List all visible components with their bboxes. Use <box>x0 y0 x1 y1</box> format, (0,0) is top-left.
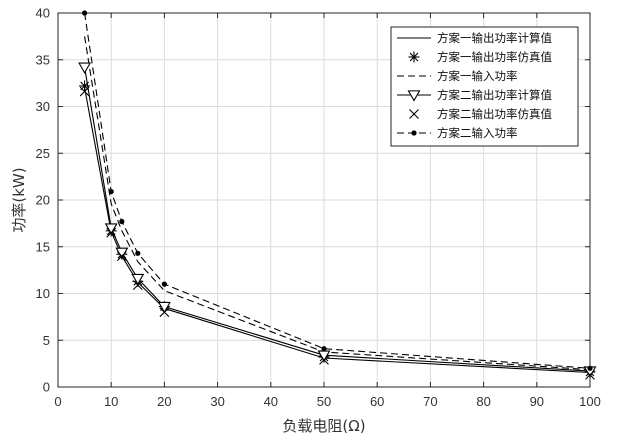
y-axis-label: 功率(kW) <box>10 167 28 232</box>
x-tick-label: 50 <box>317 394 331 409</box>
triangle-marker <box>104 223 118 235</box>
series <box>78 10 597 380</box>
legend-label: 方案一输出功率仿真值 <box>437 50 552 64</box>
x-marker <box>132 280 143 290</box>
x-marker <box>159 307 170 318</box>
dot-marker <box>119 218 125 225</box>
x-tick-label: 70 <box>423 394 437 409</box>
x-tick-label: 60 <box>370 394 384 409</box>
x-marker <box>106 227 117 238</box>
dot-marker <box>587 365 593 371</box>
legend-label: 方案二输入功率 <box>437 126 518 140</box>
y-tick-label: 5 <box>43 333 50 348</box>
x-tick-label: 80 <box>476 394 490 409</box>
y-tick-label: 40 <box>36 6 50 21</box>
triangle-marker <box>407 90 421 102</box>
x-marker <box>319 354 329 365</box>
legend-label: 方案二输出功率仿真值 <box>437 107 552 121</box>
x-marker <box>585 369 595 380</box>
x-tick-label: 0 <box>54 394 61 409</box>
x-tick-label: 40 <box>264 394 278 409</box>
legend: 方案一输出功率计算值方案一输出功率仿真值方案一输入功率方案二输出功率计算值方案二… <box>390 26 579 147</box>
dot-marker <box>135 250 141 256</box>
dot-marker <box>108 188 114 195</box>
y-tick-label: 30 <box>36 99 50 114</box>
x-tick-label: 30 <box>210 394 224 409</box>
legend-box <box>390 26 579 147</box>
x-tick-label: 90 <box>530 394 544 409</box>
x-tick-label: 100 <box>579 394 601 409</box>
x-tick-label: 20 <box>157 394 171 409</box>
triangle-marker <box>131 273 145 286</box>
legend-label: 方案一输入功率 <box>437 69 518 83</box>
x-axis-label: 负载电阻(Ω) <box>282 417 365 435</box>
legend-label: 方案一输出功率计算值 <box>437 31 552 45</box>
x-tick-label: 10 <box>104 394 118 409</box>
legend-label: 方案二输出功率计算值 <box>437 88 552 102</box>
asterisk-marker <box>408 51 420 63</box>
triangle-marker <box>78 62 92 74</box>
dot-marker <box>321 346 327 352</box>
series-group <box>78 62 597 378</box>
x-marker <box>116 251 127 261</box>
y-tick-label: 25 <box>36 146 50 161</box>
y-tick-label: 10 <box>36 286 50 301</box>
y-tick-label: 15 <box>36 239 50 254</box>
dot-marker <box>82 10 88 16</box>
y-tick-label: 0 <box>43 380 50 395</box>
triangle-marker <box>157 301 171 314</box>
x-marker <box>409 109 419 119</box>
y-tick-label: 35 <box>36 52 50 67</box>
dot-marker <box>411 130 417 136</box>
series-group <box>82 10 593 371</box>
axis-ticks: 0 10 20 30 40 50 60 70 80 90 100 0 5 10 15 20 25 30 35 40 <box>36 6 601 410</box>
dot-marker <box>161 281 167 287</box>
y-tick-label: 20 <box>36 193 50 208</box>
x-marker <box>79 86 90 97</box>
series-group <box>79 86 595 380</box>
